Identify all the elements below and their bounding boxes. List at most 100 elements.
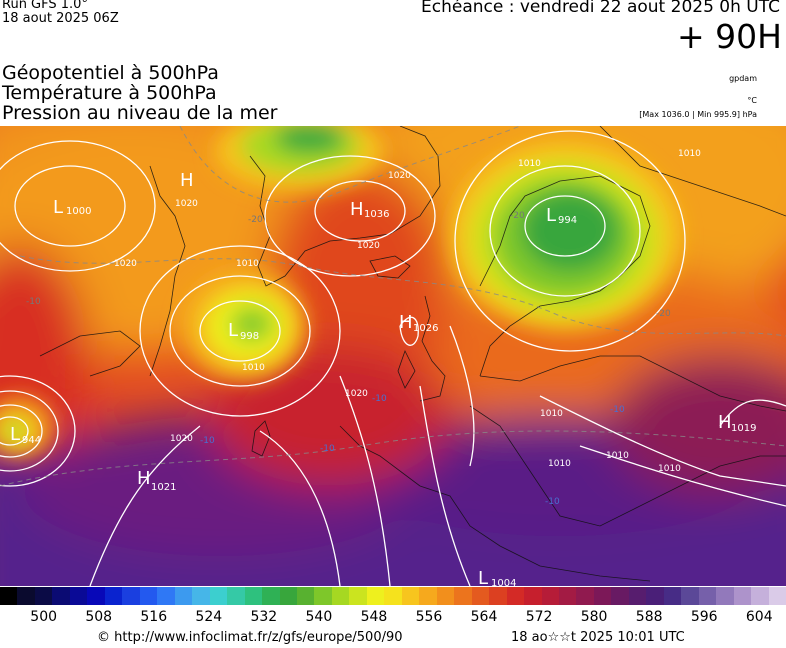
- color-scale-swatch: [139, 587, 158, 605]
- param-temperature: Température à 500hPa: [2, 82, 217, 104]
- temperature-label: -10: [372, 394, 387, 404]
- color-scale-swatch: [157, 587, 175, 605]
- temperature-label: -10: [26, 297, 41, 307]
- color-scale-swatch: [593, 587, 612, 605]
- isobar-label: 1010: [678, 149, 701, 159]
- isobar-label: 1020: [170, 434, 193, 444]
- color-scale-swatch: [698, 587, 717, 605]
- pressure-center-letter: H: [137, 468, 151, 489]
- color-scale-label: 540: [305, 609, 333, 625]
- isobar-label: 1010: [540, 409, 563, 419]
- pressure-center-letter: L: [478, 568, 488, 586]
- color-scale-swatch: [663, 587, 682, 605]
- temperature-label-layer: -20 -20 -20 -10 -10 -10 -10 -10 -10: [26, 211, 671, 507]
- color-scale-label: 580: [580, 609, 608, 625]
- color-scale-swatch: [524, 587, 542, 605]
- forecast-valid-time: Echéance : vendredi 22 aout 2025 0h UTC: [421, 0, 780, 17]
- run-title: Run GFS 1.0°: [2, 0, 88, 12]
- pressure-center: L 1000: [53, 197, 91, 218]
- color-scale-label: 516: [140, 609, 168, 625]
- pressure-center-value: 944: [22, 435, 41, 446]
- generation-date: 18 ao☆☆t 2025 10:01 UTC: [511, 630, 685, 645]
- pressure-max-min: [Max 1036.0 | Min 995.9] hPa: [639, 110, 757, 119]
- pressure-center-value: 1004: [491, 578, 516, 586]
- pressure-center-value: 1019: [731, 423, 756, 434]
- temperature-isotherms: [0, 126, 786, 487]
- isobar-label: 1020: [345, 389, 368, 399]
- isobar-label: 1010: [518, 159, 541, 169]
- pressure-center-value: 1000: [66, 206, 91, 217]
- pressure-center: H: [180, 170, 194, 191]
- color-scale-label: 604: [745, 609, 773, 625]
- run-date: 18 aout 2025 06Z: [2, 11, 119, 26]
- color-scale-swatch: [192, 587, 210, 605]
- color-scale-swatch: [454, 587, 472, 605]
- color-scale-swatch: [87, 587, 105, 605]
- color-scale-labels: 500 508 516 524 532 540 548 556 564 572 580 588 596 6…: [0, 609, 786, 629]
- credit-url: © http://www.infoclimat.fr/z/gfs/europe/…: [97, 630, 403, 645]
- temperature-label: -20: [510, 211, 525, 221]
- color-scale-swatch: [401, 587, 420, 605]
- color-scale-label: 596: [690, 609, 718, 625]
- pressure-centers: L 1000 H H 1036 L 994 L 998 H 1026 L 944…: [10, 170, 756, 586]
- color-scale-swatch: [436, 587, 455, 605]
- color-scale-swatch: [349, 587, 367, 605]
- pressure-center-letter: H: [718, 412, 732, 433]
- pressure-center: H 1021: [137, 468, 176, 493]
- pressure-center-value: 1026: [413, 323, 438, 334]
- temperature-label: -10: [610, 405, 625, 415]
- color-scale-swatch: [34, 587, 53, 605]
- pressure-center-letter: L: [546, 205, 556, 226]
- color-scale-swatch: [628, 587, 647, 605]
- color-scale-swatch: [331, 587, 350, 605]
- param-geopotential: Géopotentiel à 500hPa: [2, 62, 219, 84]
- color-scale-swatch: [209, 587, 228, 605]
- color-scale-swatch: [471, 587, 490, 605]
- color-scale-label: 556: [415, 609, 443, 625]
- color-scale-swatch: [576, 587, 594, 605]
- isobar-label: 1010: [658, 464, 681, 474]
- pressure-center-letter: L: [53, 197, 63, 218]
- color-scale-swatch: [716, 587, 734, 605]
- isobar-label: 1010: [548, 459, 571, 469]
- color-scale-swatch: [52, 587, 70, 605]
- color-scale-swatch: [541, 587, 559, 605]
- pressure-center: L 1004: [478, 568, 516, 586]
- color-scale-swatch: [314, 587, 332, 605]
- color-scale-label: 524: [195, 609, 223, 625]
- color-scale-swatch: [244, 587, 263, 605]
- isobar-label: 1020: [114, 259, 137, 269]
- isobars: [0, 130, 786, 586]
- color-scale-swatch: [559, 587, 577, 605]
- pressure-center-letter: L: [10, 424, 20, 445]
- temperature-label: -20: [656, 309, 671, 319]
- color-scale-swatch: [611, 587, 629, 605]
- color-scale-swatch: [768, 587, 786, 605]
- pressure-center: L 944: [10, 424, 41, 446]
- temperature-label: -20: [248, 215, 263, 225]
- geopotential-field: [0, 126, 786, 586]
- unit-temperature: °C: [747, 96, 757, 105]
- isobar-label: 1010: [236, 259, 259, 269]
- pressure-center-letter: L: [228, 320, 238, 341]
- color-scale-swatch: [279, 587, 297, 605]
- color-scale-swatch: [174, 587, 193, 605]
- color-scale-label: 532: [250, 609, 278, 625]
- pressure-center-letter: H: [399, 312, 413, 333]
- isobar-label: 1020: [388, 171, 411, 181]
- isobar-label: 1010: [606, 451, 629, 461]
- pressure-center-value: 1036: [364, 209, 389, 220]
- color-scale-swatch: [751, 587, 769, 605]
- forecast-hour: + 90H: [677, 17, 782, 56]
- color-scale-swatch: [296, 587, 315, 605]
- color-scale-swatch: [489, 587, 507, 605]
- color-scale-swatch: [366, 587, 385, 605]
- pressure-center: L 994: [546, 205, 577, 226]
- color-scale-label: 564: [470, 609, 498, 625]
- isobar-label: 1010: [242, 363, 265, 373]
- pressure-center-value: 1021: [151, 482, 176, 493]
- color-scale-swatch: [104, 587, 123, 605]
- color-scale-label: 588: [635, 609, 663, 625]
- unit-geopotential: gpdam: [729, 74, 757, 83]
- pressure-center-letter: H: [350, 199, 364, 220]
